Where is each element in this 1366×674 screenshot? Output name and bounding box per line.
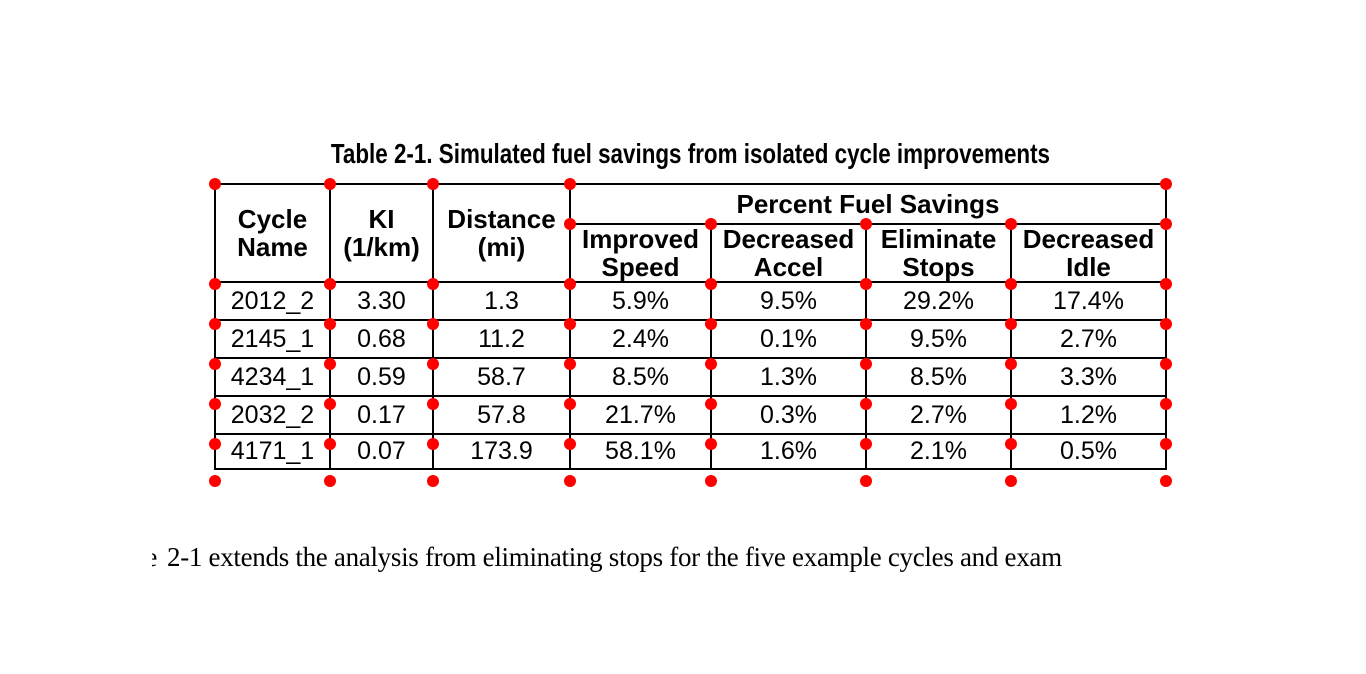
body-text: 2-1 extends the analysis from eliminatin… — [167, 542, 1062, 572]
table-cell: 1.3 — [432, 281, 571, 321]
table-cell: 9.5% — [710, 281, 867, 321]
header-eliminate-stops: Eliminate Stops — [865, 223, 1012, 283]
header-decreased-accel: Decreased Accel — [710, 223, 867, 283]
table-row: 2032_2 0.17 57.8 21.7% 0.3% 2.7% 1.2% — [214, 395, 1167, 435]
table-cell: 8.5% — [865, 357, 1012, 397]
table-cell: 2.1% — [865, 433, 1012, 470]
table-cell: 17.4% — [1010, 281, 1167, 321]
table-cell: 173.9 — [432, 433, 571, 470]
grid-dot — [324, 475, 336, 487]
table-cell: 8.5% — [569, 357, 712, 397]
table-row: 4234_1 0.59 58.7 8.5% 1.3% 8.5% 3.3% — [214, 357, 1167, 397]
table-cell: 2.7% — [1010, 319, 1167, 359]
header-distance: Distance (mi) — [432, 183, 571, 283]
table-cell: 1.3% — [710, 357, 867, 397]
table-row: 2012_2 3.30 1.3 5.9% 9.5% 29.2% 17.4% — [214, 281, 1167, 321]
table-cell: 2012_2 — [214, 281, 331, 321]
grid-dot — [1160, 475, 1172, 487]
table-cell: 29.2% — [865, 281, 1012, 321]
table-cell: 2.7% — [865, 395, 1012, 435]
header-improved-speed: Improved Speed — [569, 223, 712, 283]
table-cell: 58.1% — [569, 433, 712, 470]
table-cell: 0.3% — [710, 395, 867, 435]
table-cell: 57.8 — [432, 395, 571, 435]
table-cell: 2032_2 — [214, 395, 331, 435]
table-cell: 0.17 — [329, 395, 434, 435]
header-decreased-idle: Decreased Idle — [1010, 223, 1167, 283]
table-cell: 0.5% — [1010, 433, 1167, 470]
clipped-word-fragment: e — [152, 540, 157, 574]
table-caption-text: Table 2-1. Simulated fuel savings from i… — [330, 138, 1051, 169]
table-cell: 4234_1 — [214, 357, 331, 397]
header-ki: KI (1/km) — [329, 183, 434, 283]
table-cell: 1.2% — [1010, 395, 1167, 435]
table-cell: 2.4% — [569, 319, 712, 359]
header-cycle-name: Cycle Name — [214, 183, 331, 283]
table-cell: 2145_1 — [214, 319, 331, 359]
grid-dot — [209, 475, 221, 487]
header-row-group: Cycle Name KI (1/km) Distance (mi) Perce… — [214, 183, 1167, 283]
table-cell: 21.7% — [569, 395, 712, 435]
fuel-savings-table: Cycle Name KI (1/km) Distance (mi) Perce… — [214, 183, 1167, 470]
table-row: 4171_1 0.07 173.9 58.1% 1.6% 2.1% 0.5% — [214, 433, 1167, 470]
header-percent-fuel-savings: Percent Fuel Savings — [569, 183, 1167, 225]
table-row: 2145_1 0.68 11.2 2.4% 0.1% 9.5% 2.7% — [214, 319, 1167, 359]
table-cell: 9.5% — [865, 319, 1012, 359]
table-cell: 4171_1 — [214, 433, 331, 470]
table-cell: 0.59 — [329, 357, 434, 397]
table-cell: 5.9% — [569, 281, 712, 321]
table-cell: 1.6% — [710, 433, 867, 470]
table-cell: 3.3% — [1010, 357, 1167, 397]
table-caption: Table 2-1. Simulated fuel savings from i… — [215, 139, 1166, 169]
table-cell: 0.68 — [329, 319, 434, 359]
header-row-sub: Improved Speed Decreased Accel Eliminate… — [215, 223, 1167, 283]
grid-dot — [860, 475, 872, 487]
table-cell: 58.7 — [432, 357, 571, 397]
table-cell: 0.07 — [329, 433, 434, 470]
body-paragraph: e 2-1 extends the analysis from eliminati… — [152, 540, 1252, 574]
grid-dot — [1005, 475, 1017, 487]
grid-dot — [705, 475, 717, 487]
table-cell: 3.30 — [329, 281, 434, 321]
table-cell: 11.2 — [432, 319, 571, 359]
table-cell: 0.1% — [710, 319, 867, 359]
grid-dot — [427, 475, 439, 487]
grid-dot — [564, 475, 576, 487]
